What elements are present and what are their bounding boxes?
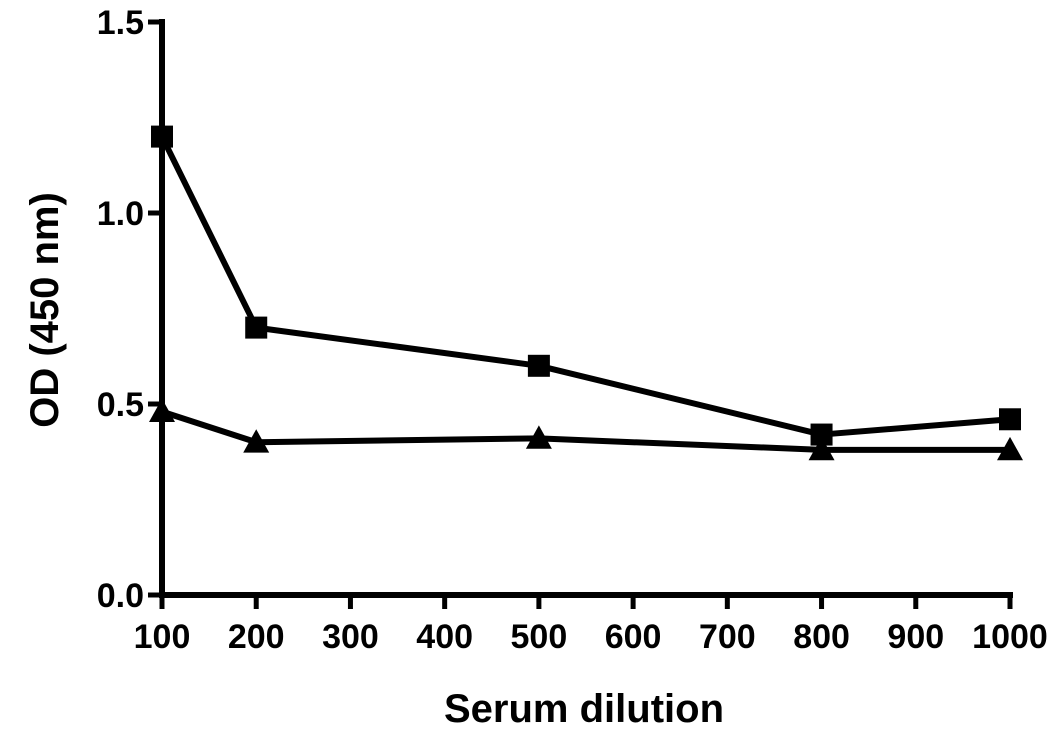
square-point: [810, 423, 833, 446]
x-tick-label: 600: [605, 618, 662, 656]
y-axis-title: OD (450 nm): [23, 192, 67, 428]
triangle-point: [997, 436, 1023, 461]
x-axis-title: Serum dilution: [444, 687, 724, 731]
x-tick-label: 800: [793, 618, 850, 656]
y-tick-label: 0.0: [97, 577, 144, 615]
series-line-square: [159, 135, 1011, 438]
square-point: [245, 316, 268, 339]
x-axis: 100 200 300 400 500 600 700 800 900 1000: [134, 592, 1048, 656]
square-point: [999, 408, 1021, 431]
y-tick-label: 1.5: [97, 4, 144, 42]
y-tick-label: 0.5: [97, 386, 144, 424]
y-tick-label: 1.0: [97, 195, 144, 233]
y-axis: 0.0 0.5 1.0 1.5: [97, 4, 165, 615]
x-tick-label: 100: [134, 618, 191, 656]
x-tick-label: 400: [416, 618, 473, 656]
square-point: [527, 354, 550, 377]
series-square: [151, 125, 1021, 446]
plot-area: [149, 125, 1023, 461]
x-tick-label: 300: [322, 618, 379, 656]
x-tick-label: 1000: [972, 618, 1048, 656]
x-tick-label: 700: [699, 618, 756, 656]
triangle-point: [525, 425, 552, 449]
triangle-point: [243, 429, 270, 453]
triangle-point: [808, 436, 835, 461]
x-tick-label: 200: [228, 618, 285, 656]
x-tick-label: 500: [511, 618, 568, 656]
x-tick-label: 900: [887, 618, 944, 656]
